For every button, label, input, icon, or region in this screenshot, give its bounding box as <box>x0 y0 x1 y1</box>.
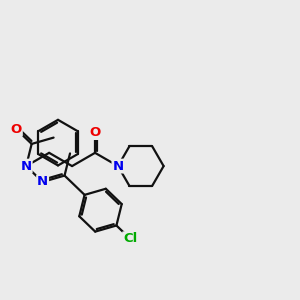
Text: O: O <box>89 126 101 139</box>
Text: N: N <box>21 160 32 172</box>
Text: Cl: Cl <box>123 232 137 245</box>
Text: N: N <box>112 160 124 172</box>
Text: N: N <box>37 176 48 188</box>
Text: O: O <box>11 123 22 136</box>
